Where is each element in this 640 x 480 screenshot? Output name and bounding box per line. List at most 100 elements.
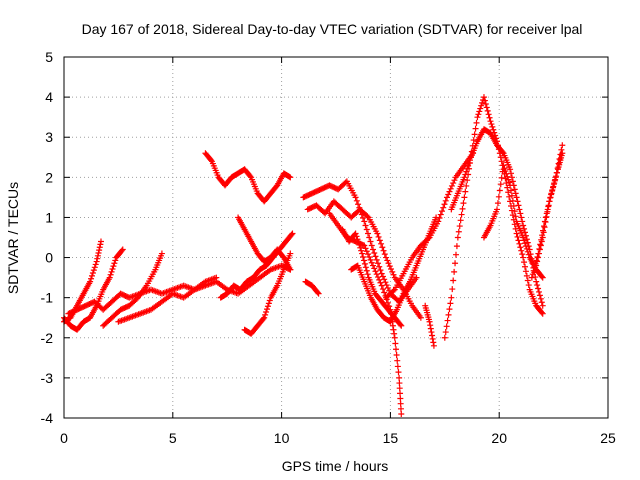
data-point xyxy=(375,233,382,240)
data-point xyxy=(261,314,268,321)
data-point xyxy=(429,335,436,342)
data-point xyxy=(428,329,435,336)
data-point xyxy=(397,395,404,402)
data-point xyxy=(475,111,482,118)
data-point xyxy=(478,102,485,109)
data-point xyxy=(365,251,372,258)
data-point xyxy=(94,252,101,259)
data-point xyxy=(538,238,545,245)
data-point xyxy=(524,277,531,284)
series-arc-12 xyxy=(304,198,424,321)
data-point xyxy=(535,288,542,295)
data-point xyxy=(397,390,404,397)
data-point xyxy=(427,325,434,332)
data-point xyxy=(444,317,451,324)
data-point xyxy=(94,255,101,262)
series-arc-9 xyxy=(241,250,294,337)
data-point xyxy=(355,201,362,208)
data-point xyxy=(385,260,392,267)
y-tick-label: 2 xyxy=(45,169,53,185)
data-point xyxy=(508,192,515,199)
data-point xyxy=(523,245,530,252)
data-point xyxy=(534,282,541,289)
data-point xyxy=(445,191,452,198)
data-point xyxy=(378,240,385,247)
data-point xyxy=(443,194,450,201)
data-point xyxy=(449,286,456,293)
data-point xyxy=(533,262,540,269)
data-point xyxy=(519,251,526,258)
data-point xyxy=(378,282,385,289)
data-point xyxy=(108,268,115,275)
data-point xyxy=(474,114,481,121)
y-tick-label: -4 xyxy=(41,410,54,426)
data-point xyxy=(368,259,375,266)
data-point xyxy=(483,104,490,111)
y-axis-title: SDTVAR / TECUs xyxy=(5,182,21,294)
data-point xyxy=(430,339,437,346)
data-point xyxy=(354,236,361,243)
data-point xyxy=(396,374,403,381)
data-point xyxy=(450,277,457,284)
data-point xyxy=(96,244,103,251)
data-point xyxy=(482,100,489,107)
data-point xyxy=(463,168,470,175)
data-point xyxy=(381,251,388,258)
data-point xyxy=(260,315,267,322)
data-point xyxy=(360,253,367,260)
data-point xyxy=(451,268,458,275)
data-point xyxy=(352,230,359,237)
series-arc-1 xyxy=(61,238,104,325)
data-point xyxy=(476,108,483,115)
y-tick-label: -1 xyxy=(41,290,54,306)
data-point xyxy=(521,237,528,244)
data-point xyxy=(549,188,556,195)
x-tick-label: 10 xyxy=(274,430,290,446)
data-point xyxy=(454,234,461,241)
data-point xyxy=(397,400,404,407)
data-point xyxy=(507,182,514,189)
data-point xyxy=(507,166,514,173)
data-point xyxy=(398,322,405,329)
data-point xyxy=(90,267,97,274)
data-point xyxy=(315,290,322,297)
data-point xyxy=(513,194,520,201)
data-point xyxy=(489,123,496,130)
data-point xyxy=(358,247,365,254)
data-point xyxy=(516,240,523,247)
y-tick-label: 1 xyxy=(45,209,53,225)
data-point xyxy=(379,286,386,293)
data-point xyxy=(523,236,530,243)
data-point xyxy=(464,165,471,172)
data-point xyxy=(535,250,542,257)
data-point xyxy=(367,238,374,245)
data-point xyxy=(472,125,479,132)
data-point xyxy=(429,332,436,339)
data-point xyxy=(547,194,554,201)
data-point xyxy=(110,263,117,270)
data-point xyxy=(390,271,397,278)
data-point xyxy=(540,229,547,236)
data-point xyxy=(523,272,530,279)
data-point xyxy=(528,274,535,281)
data-point xyxy=(539,310,546,317)
data-point xyxy=(553,169,560,176)
data-point xyxy=(371,249,378,256)
data-point xyxy=(88,272,95,279)
series-arc-10 xyxy=(302,278,322,297)
data-point xyxy=(383,254,390,261)
data-point xyxy=(466,157,473,164)
data-point xyxy=(394,357,401,364)
data-point xyxy=(512,213,519,220)
data-point xyxy=(511,208,518,215)
data-point xyxy=(87,278,94,285)
data-point xyxy=(372,253,379,260)
data-point xyxy=(441,334,448,341)
data-point xyxy=(263,308,270,315)
data-point xyxy=(362,222,369,229)
data-point xyxy=(367,256,374,263)
data-point xyxy=(97,238,104,245)
data-point xyxy=(457,217,464,224)
data-point xyxy=(536,292,543,299)
data-point xyxy=(519,218,526,225)
